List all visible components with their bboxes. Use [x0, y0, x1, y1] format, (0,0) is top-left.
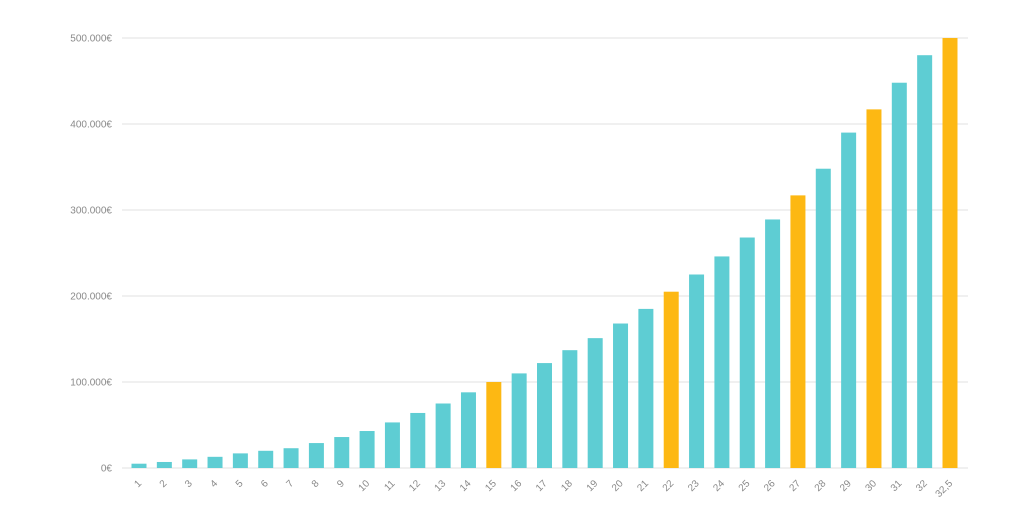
x-tick-label: 1 [132, 478, 144, 490]
x-tick-label: 32 [914, 478, 930, 494]
x-tick-label: 8 [310, 478, 322, 490]
bar-15 [486, 382, 502, 468]
x-tick-label: 24 [711, 478, 727, 494]
x-tick-label: 30 [863, 478, 879, 494]
x-tick-label: 15 [483, 478, 499, 494]
bar-16 [511, 373, 527, 468]
x-tick-label: 26 [762, 478, 778, 494]
y-axis-ticks: 0€ 100.000€ 200.000€ 300.000€ 400.000€ 500.00… [70, 34, 112, 475]
x-tick-label: 5 [234, 478, 246, 490]
x-tick-label: 9 [335, 478, 347, 490]
y-tick-label: 0€ [101, 464, 113, 475]
bar-4 [207, 456, 223, 468]
bar-30 [866, 109, 882, 468]
x-tick-label: 6 [259, 478, 271, 490]
x-tick-label: 2 [158, 478, 170, 490]
y-tick-label: 500.000€ [70, 34, 112, 45]
bar-20 [613, 323, 629, 468]
bar-9 [334, 437, 350, 468]
y-tick-label: 100.000€ [70, 378, 112, 389]
x-tick-label: 10 [357, 478, 373, 494]
x-tick-label: 18 [559, 478, 575, 494]
x-tick-label: 7 [284, 478, 296, 490]
x-tick-label: 31 [889, 478, 905, 494]
x-tick-label: 16 [509, 478, 525, 494]
bar-22 [663, 291, 679, 468]
bar-21 [638, 308, 654, 468]
x-tick-label: 13 [433, 478, 449, 494]
bar-17 [537, 363, 552, 468]
y-tick-label: 300.000€ [70, 206, 112, 217]
bar-7 [283, 448, 299, 468]
bar-24 [714, 256, 730, 468]
x-tick-label: 4 [208, 478, 220, 490]
x-tick-label: 28 [813, 478, 829, 494]
x-tick-label: 14 [458, 478, 474, 494]
bar-28 [815, 168, 831, 468]
x-tick-label: 12 [407, 478, 423, 494]
bar-13 [435, 403, 451, 468]
bar-32 [917, 55, 933, 468]
bar-31 [891, 82, 907, 468]
x-tick-label: 29 [838, 478, 854, 494]
x-tick-label: 20 [610, 478, 626, 494]
x-tick-label: 22 [661, 478, 677, 494]
bar-11 [384, 422, 400, 468]
bar-14 [460, 392, 476, 468]
x-tick-label: 23 [686, 478, 702, 494]
bar-25 [739, 237, 755, 468]
y-tick-label: 400.000€ [70, 120, 112, 131]
x-axis-ticks: 1 2 3 4 5 6 7 8 9 10 11 12 13 14 15 16 17 18 19 20 21 22 23 24 2… [132, 478, 955, 500]
x-tick-label: 21 [635, 478, 651, 494]
bar-10 [359, 431, 375, 468]
bar-6 [258, 450, 274, 468]
bar-23 [689, 274, 705, 468]
bar-32,5 [942, 38, 958, 468]
bar-27 [790, 195, 806, 468]
x-tick-label: 3 [183, 478, 195, 490]
bar-26 [765, 219, 781, 468]
x-tick-label: 19 [585, 478, 601, 494]
bar-8 [308, 443, 324, 468]
x-tick-label: 11 [382, 478, 397, 493]
bar-19 [587, 338, 603, 468]
bars [131, 38, 958, 468]
bar-3 [182, 459, 198, 468]
x-tick-label: 25 [737, 478, 753, 494]
bar-29 [841, 132, 857, 468]
bar-1 [131, 463, 147, 468]
bar-2 [156, 461, 172, 468]
bar-18 [562, 350, 578, 468]
bar-5 [232, 453, 248, 468]
bar-12 [410, 412, 426, 468]
y-tick-label: 200.000€ [70, 292, 112, 303]
x-tick-label: 27 [787, 478, 803, 494]
x-tick-label: 32,5 [934, 478, 956, 500]
x-tick-label: 17 [534, 478, 550, 494]
